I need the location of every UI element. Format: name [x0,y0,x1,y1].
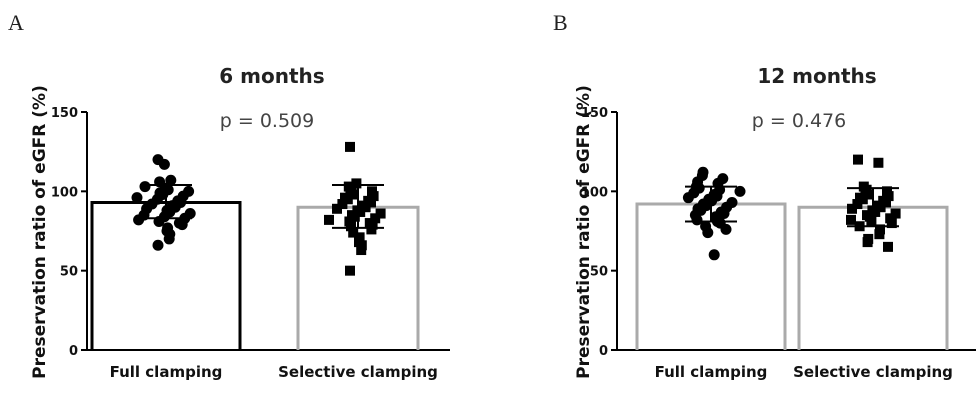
data-point [324,214,334,225]
data-point [165,174,177,186]
y-tick-label: 150 [581,106,608,121]
data-point [131,192,143,204]
data-point [881,197,891,208]
data-point [368,191,379,202]
data-point [370,213,381,224]
data-point [351,178,362,189]
data-point [863,189,874,200]
data-point [348,227,359,238]
x-category-label: Selective clamping [793,363,953,381]
chart-6-months: 6 months p = 0.509 Preservation ratio of… [30,64,450,381]
data-point [348,189,359,200]
data-point [873,157,884,168]
plot-area: 0 50 100 150 Full clamping Selective clamping [581,106,976,381]
data-point [360,202,371,213]
chart-title: 6 months [219,64,324,88]
x-category-label: Full clamping [110,363,223,381]
data-point [862,237,873,248]
data-point [133,214,145,226]
data-point [153,215,165,227]
data-point [691,214,703,226]
y-axis-label: Preservation ratio of eGFR (%) [30,85,50,379]
data-point [152,239,164,251]
x-category-label: Selective clamping [278,363,438,381]
y-tick-label: 150 [51,106,78,121]
data-point [163,233,175,245]
data-point [852,199,863,210]
data-point [890,208,901,219]
data-point [854,221,865,232]
data-point [158,158,170,170]
y-axis-label: Preservation ratio of eGFR (%) [574,85,594,379]
panel-letter-b: B [553,10,568,35]
x-category-label: Full clamping [655,363,768,381]
bar-selective-clamping [797,205,949,350]
data-point [702,227,714,239]
data-point [682,192,694,204]
data-point [875,202,886,213]
data-point [356,245,367,256]
data-point [874,229,885,240]
data-point [346,221,356,232]
data-point [332,203,342,214]
data-point [883,191,894,202]
data-point [366,197,376,208]
data-point [375,208,386,219]
data-point [349,211,360,222]
data-point [720,223,732,235]
data-point [853,154,863,165]
data-point [870,206,881,217]
data-point [708,249,720,261]
data-point [734,185,746,197]
data-point [866,216,877,227]
data-point [337,199,348,210]
y-tick-label: 100 [51,185,78,200]
data-point [886,218,897,229]
data-point [883,241,893,252]
y-tick-label: 100 [581,185,608,200]
data-point [366,224,377,235]
panel-letter-a: A [8,10,24,35]
y-tick-label: 50 [60,265,78,280]
y-tick-label: 0 [599,344,608,359]
chart-12-months: 12 months p = 0.476 Preservation ratio o… [574,64,976,381]
plot-area: 0 50 100 150 Full clamping Selective clamping [51,106,450,381]
data-point [176,219,188,231]
p-value-annotation: p = 0.509 [220,110,314,132]
data-point [355,206,366,217]
data-point [342,194,353,205]
data-point [345,265,355,276]
data-point [139,181,151,193]
data-point [846,214,856,225]
data-point [857,194,868,205]
y-tick-label: 0 [69,344,78,359]
p-value-annotation: p = 0.476 [752,110,846,132]
chart-title: 12 months [757,64,876,88]
data-point [345,141,355,152]
y-tick-label: 50 [590,265,608,280]
data-point [847,203,857,214]
